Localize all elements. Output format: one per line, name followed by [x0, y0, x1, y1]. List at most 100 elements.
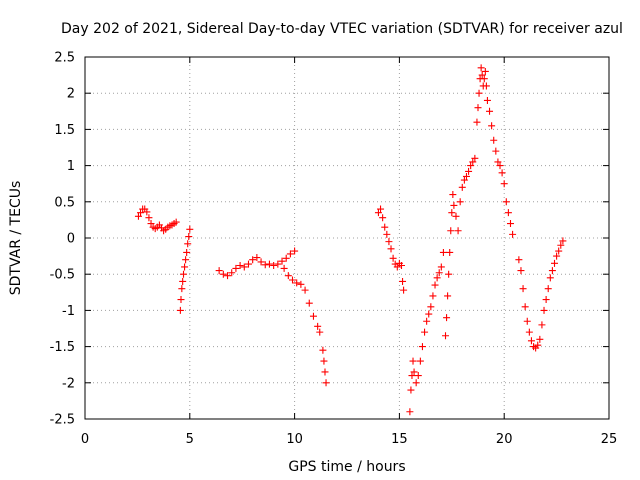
plot-frame — [84, 56, 610, 420]
data-point — [500, 180, 508, 188]
data-point — [379, 214, 387, 222]
data-point — [215, 267, 223, 275]
data-point — [546, 274, 554, 282]
x-tick-label: 10 — [286, 432, 303, 447]
data-point — [183, 248, 191, 256]
data-point — [443, 314, 451, 322]
y-tick-label: 2 — [67, 87, 75, 102]
data-point — [474, 104, 482, 112]
data-point — [482, 82, 490, 90]
series-seg5 — [319, 346, 330, 387]
data-point — [321, 368, 329, 376]
y-tick-label: 1 — [67, 159, 75, 174]
data-point — [467, 162, 475, 170]
data-point — [448, 209, 456, 217]
data-point — [319, 346, 327, 354]
data-point — [265, 260, 273, 268]
data-point — [224, 272, 232, 280]
data-point — [456, 198, 464, 206]
data-point — [465, 167, 473, 175]
data-point — [458, 183, 466, 191]
series-seg1 — [134, 205, 180, 235]
y-tick-label: 0 — [67, 232, 75, 247]
series-seg7 — [406, 248, 447, 416]
data-point — [145, 214, 153, 222]
series-seg4 — [280, 264, 324, 336]
data-point — [517, 267, 525, 275]
data-point — [542, 296, 550, 304]
data-point — [274, 260, 282, 268]
data-point — [525, 328, 533, 336]
data-point — [488, 122, 496, 130]
data-point — [427, 303, 435, 311]
data-point — [469, 158, 477, 166]
data-point — [483, 96, 491, 104]
data-point — [172, 218, 180, 226]
data-point — [289, 276, 297, 284]
data-point — [381, 223, 389, 231]
data-point — [261, 261, 269, 269]
data-point — [180, 270, 188, 278]
x-tick-labels: 0 5 10 15 20 25 — [81, 432, 617, 447]
data-point — [553, 252, 561, 260]
data-point — [393, 263, 401, 271]
data-point — [504, 209, 512, 217]
y-tick-label: -1 — [62, 304, 75, 319]
data-point — [389, 254, 397, 262]
data-point — [486, 107, 494, 115]
data-point — [286, 250, 294, 258]
data-point — [473, 118, 481, 126]
series-seg8 — [442, 154, 479, 340]
data-point — [228, 269, 236, 277]
data-point — [551, 259, 559, 267]
data-point — [519, 285, 527, 293]
data-point — [490, 136, 498, 144]
data-point — [407, 386, 415, 394]
data-point — [297, 280, 305, 288]
data-point — [134, 212, 142, 220]
data-point — [219, 270, 227, 278]
data-point — [431, 281, 439, 289]
data-point — [421, 328, 429, 336]
chart-title: Day 202 of 2021, Sidereal Day-to-day VTE… — [61, 21, 623, 37]
data-point — [399, 277, 407, 285]
y-tick-label: -2.5 — [50, 413, 75, 428]
data-point — [481, 67, 489, 75]
data-point — [291, 247, 299, 255]
data-point — [509, 230, 517, 238]
data-point — [236, 262, 244, 270]
data-point — [408, 372, 416, 380]
data-point — [418, 343, 426, 351]
data-point — [445, 270, 453, 278]
series-seg3 — [215, 247, 299, 280]
data-point — [521, 303, 529, 311]
data-point — [449, 191, 457, 199]
data-point — [186, 225, 194, 233]
x-axis-label: GPS time / hours — [288, 459, 405, 475]
data-point — [406, 408, 414, 416]
y-tick-label: -1.5 — [50, 340, 75, 355]
data-point — [143, 208, 151, 216]
data-point — [425, 310, 433, 318]
x-tick-label: 20 — [496, 432, 513, 447]
data-point — [480, 75, 488, 83]
data-point — [536, 335, 544, 343]
data-point — [305, 299, 313, 307]
data-point — [137, 209, 145, 217]
series-seg9 — [473, 64, 517, 238]
data-point — [181, 263, 189, 271]
series-seg2 — [176, 225, 194, 314]
data-point — [435, 269, 443, 277]
data-point — [185, 233, 193, 241]
data-point — [444, 292, 452, 300]
data-point — [437, 263, 445, 271]
data-point — [257, 258, 265, 266]
data-point — [523, 317, 531, 325]
data-points — [134, 64, 567, 416]
data-point — [544, 285, 552, 293]
data-point — [397, 262, 405, 270]
y-tick-label: -2 — [62, 376, 75, 391]
data-point — [414, 372, 422, 380]
data-point — [282, 254, 290, 262]
data-point — [429, 292, 437, 300]
